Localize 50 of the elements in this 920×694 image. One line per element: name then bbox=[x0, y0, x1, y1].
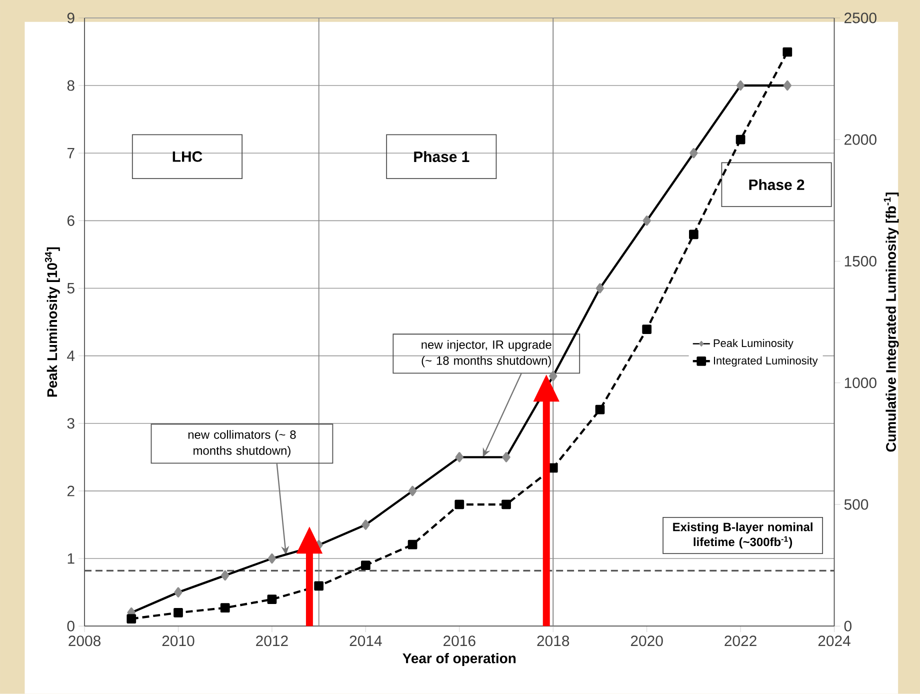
y2-tick-label: 2500 bbox=[844, 12, 876, 24]
y-tick-label: 1 bbox=[68, 553, 74, 564]
legend-label: Integrated Luminosity bbox=[714, 356, 818, 367]
ref-line-label: Existing B-layer nominal lifetime (~300fb$^{-1}$) bbox=[673, 522, 812, 549]
point bbox=[736, 134, 746, 144]
y-tick-label: 5 bbox=[67, 283, 74, 294]
x-tick-label: 2014 bbox=[350, 636, 382, 646]
annotation: new injector, IR upgrade (~ 18 months shutdown) bbox=[422, 340, 552, 368]
point bbox=[126, 614, 136, 624]
y2-tick-label: 1500 bbox=[844, 256, 876, 267]
y2-axis-title: Cumulative Integrated Luminosity [fb$^{-1}$] bbox=[884, 192, 899, 452]
point bbox=[782, 47, 792, 57]
point bbox=[174, 608, 183, 618]
point bbox=[360, 560, 370, 570]
point bbox=[642, 324, 652, 334]
point bbox=[220, 603, 230, 613]
x-tick-label: 2018 bbox=[537, 636, 570, 646]
x-tick-label: 2024 bbox=[818, 636, 850, 646]
x-tick-label: 2010 bbox=[162, 636, 194, 646]
y-tick-label: 9 bbox=[67, 12, 74, 24]
legend-label: Peak Luminosity bbox=[714, 339, 794, 350]
y-tick-label: 6 bbox=[67, 215, 74, 226]
x-tick-label: 2008 bbox=[68, 636, 101, 646]
y2-tick-label: 2000 bbox=[844, 134, 876, 145]
point bbox=[408, 540, 418, 550]
x-tick-label: 2012 bbox=[256, 636, 288, 646]
y-axis-title: Peak Luminosity [10$^{34}$] bbox=[44, 247, 60, 397]
annotation: LHC bbox=[172, 151, 202, 162]
y2-tick-label: 500 bbox=[844, 499, 868, 510]
point bbox=[502, 500, 511, 510]
y-tick-label: 4 bbox=[67, 350, 75, 361]
point bbox=[314, 581, 324, 591]
x-tick-label: 2016 bbox=[444, 636, 476, 646]
point bbox=[595, 404, 605, 414]
y-tick-label: 0 bbox=[67, 620, 74, 632]
point bbox=[454, 500, 464, 510]
y-tick-label: 3 bbox=[67, 418, 74, 429]
x-axis-title: Year of operation bbox=[402, 653, 516, 666]
x-tick-label: 2022 bbox=[724, 636, 756, 646]
y2-tick-label: 0 bbox=[844, 620, 852, 632]
point bbox=[267, 594, 277, 604]
annotation: Phase 2 bbox=[749, 179, 804, 190]
y2-tick-label: 1000 bbox=[844, 378, 876, 388]
y-tick-label: 2 bbox=[67, 486, 74, 496]
y-tick-label: 7 bbox=[67, 148, 74, 158]
annotation: Phase 1 bbox=[414, 151, 470, 162]
annotation: new collimators (~ 8 months shutdown) bbox=[188, 430, 296, 458]
y-tick-label: 8 bbox=[67, 80, 74, 91]
point bbox=[689, 230, 698, 240]
x-tick-label: 2020 bbox=[630, 636, 663, 646]
